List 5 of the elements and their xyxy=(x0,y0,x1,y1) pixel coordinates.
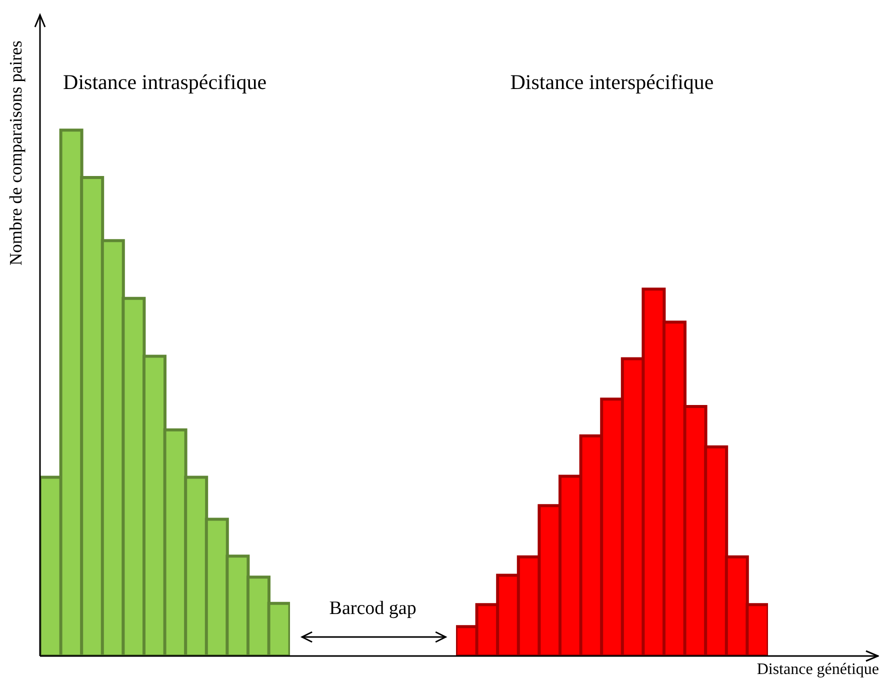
x-axis-title: Distance génétique xyxy=(756,661,879,679)
text: Distance intraspécifique xyxy=(63,70,267,95)
y-axis-title: Nombre de comparaisons paires xyxy=(6,40,26,266)
text: Barcod gap xyxy=(329,598,416,620)
text: Distance interspécifique xyxy=(510,70,714,95)
